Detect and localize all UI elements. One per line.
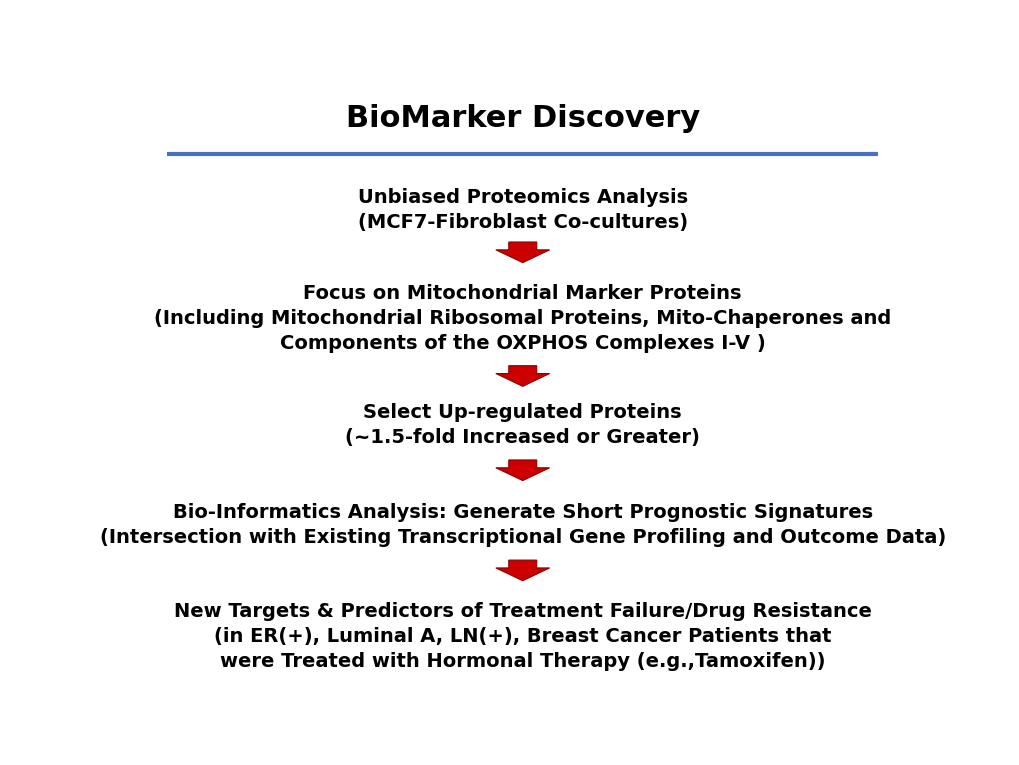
Polygon shape — [495, 460, 549, 480]
Text: Focus on Mitochondrial Marker Proteins
(Including Mitochondrial Ribosomal Protei: Focus on Mitochondrial Marker Proteins (… — [154, 284, 891, 353]
Polygon shape — [495, 366, 549, 386]
Text: BioMarker Discovery: BioMarker Discovery — [345, 104, 699, 133]
Text: New Targets & Predictors of Treatment Failure/Drug Resistance
(in ER(+), Luminal: New Targets & Predictors of Treatment Fa… — [173, 602, 871, 671]
Text: Select Up-regulated Proteins
(~1.5-fold Increased or Greater): Select Up-regulated Proteins (~1.5-fold … — [345, 402, 699, 447]
Polygon shape — [495, 560, 549, 581]
Text: Bio-Informatics Analysis: Generate Short Prognostic Signatures
(Intersection wit: Bio-Informatics Analysis: Generate Short… — [100, 503, 945, 547]
Polygon shape — [495, 242, 549, 262]
Text: Unbiased Proteomics Analysis
(MCF7-Fibroblast Co-cultures): Unbiased Proteomics Analysis (MCF7-Fibro… — [358, 187, 687, 232]
